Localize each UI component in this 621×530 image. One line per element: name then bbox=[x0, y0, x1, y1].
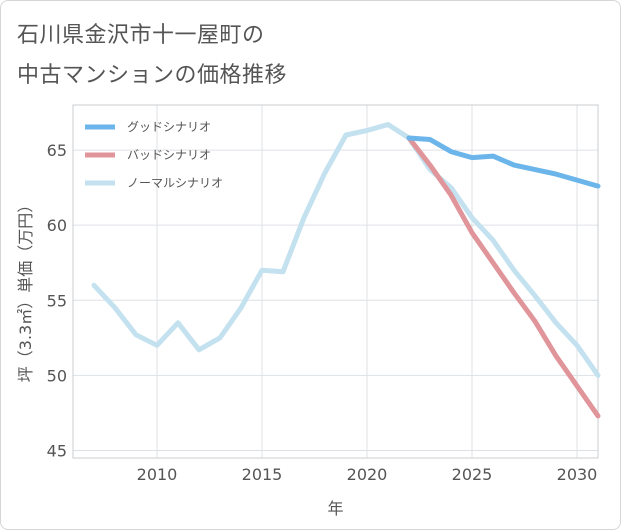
legend-label: バッドシナリオ bbox=[127, 148, 211, 162]
chart-title-line-2: 中古マンションの価格推移 bbox=[17, 63, 288, 88]
x-tick-label: 2010 bbox=[137, 465, 178, 484]
y-tick-label: 60 bbox=[47, 216, 67, 235]
y-tick-label: 65 bbox=[47, 141, 67, 160]
y-tick-label: 45 bbox=[47, 441, 67, 460]
y-axis-label: 坪（3.3㎡）単価（万円） bbox=[16, 197, 35, 382]
x-tick-label: 2030 bbox=[557, 465, 598, 484]
x-axis-label: 年 bbox=[327, 499, 343, 518]
legend-label: グッドシナリオ bbox=[127, 120, 211, 134]
x-tick-label: 2020 bbox=[347, 465, 388, 484]
y-tick-label: 55 bbox=[47, 291, 67, 310]
series-lines bbox=[91, 122, 601, 419]
legend-label: ノーマルシナリオ bbox=[127, 176, 223, 190]
series-line-1 bbox=[406, 135, 601, 419]
y-axis-ticks: 45 50 55 60 65 bbox=[47, 141, 67, 460]
chart-title-line-1: 石川県金沢市十一屋町の bbox=[17, 23, 265, 48]
plot-frame bbox=[72, 104, 599, 459]
x-axis-ticks: 2010 2015 2020 2025 2030 bbox=[137, 465, 598, 484]
x-tick-label: 2025 bbox=[452, 465, 493, 484]
y-tick-label: 50 bbox=[47, 366, 67, 385]
series-line-0 bbox=[406, 135, 601, 189]
series-line-2 bbox=[91, 122, 601, 378]
x-tick-label: 2015 bbox=[242, 465, 283, 484]
grid bbox=[73, 105, 598, 458]
